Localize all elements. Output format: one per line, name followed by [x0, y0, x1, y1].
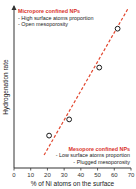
x-tick: [14, 168, 15, 171]
x-tick-label: 70: [128, 172, 135, 178]
y-axis-arrow: [12, 5, 17, 10]
x-tick-label: 30: [61, 172, 68, 178]
x-axis-label: % of Ni atoms on the surface: [31, 180, 115, 187]
x-tick: [131, 168, 132, 171]
annotation: Mesopore confined NPs- Low surface atoms…: [56, 146, 131, 165]
x-tick-label: 60: [111, 172, 118, 178]
chart: 0 10 20 30 40 50 60 70 % of Ni atoms on the surf…: [0, 0, 136, 189]
trend-line: [44, 9, 128, 155]
point: [47, 133, 52, 138]
annotation-line: - Plugged mesoporosity: [73, 159, 130, 165]
x-tick-label: 50: [94, 172, 101, 178]
x-tick: [97, 168, 98, 171]
x-tick-label: 40: [78, 172, 85, 178]
x-tick: [64, 168, 65, 171]
point: [115, 26, 120, 31]
y-axis: [14, 6, 15, 168]
marks: [44, 9, 128, 155]
point: [67, 117, 72, 122]
annotation-title: Micropore confined NPs: [18, 8, 80, 14]
annotation-line: - Open mesoporosity: [18, 21, 68, 27]
x-tick-label: 20: [44, 172, 51, 178]
x-tick: [80, 168, 81, 171]
x-tick-label: 10: [27, 172, 34, 178]
annotation-title: Mesopore confined NPs: [69, 146, 130, 152]
annotation-line: - Low surface atoms proportion: [56, 152, 130, 158]
annotation-line: - High surface atoms proportion: [18, 15, 94, 21]
annotation: Micropore confined NPs- High surface ato…: [18, 8, 94, 27]
x-axis: [14, 168, 131, 169]
y-axis-label: Hydrogenation rate: [2, 59, 10, 115]
x-tick: [30, 168, 31, 171]
point: [97, 65, 102, 70]
x-tick: [47, 168, 48, 171]
x-tick-label: 0: [12, 172, 16, 178]
x-tick: [114, 168, 115, 171]
